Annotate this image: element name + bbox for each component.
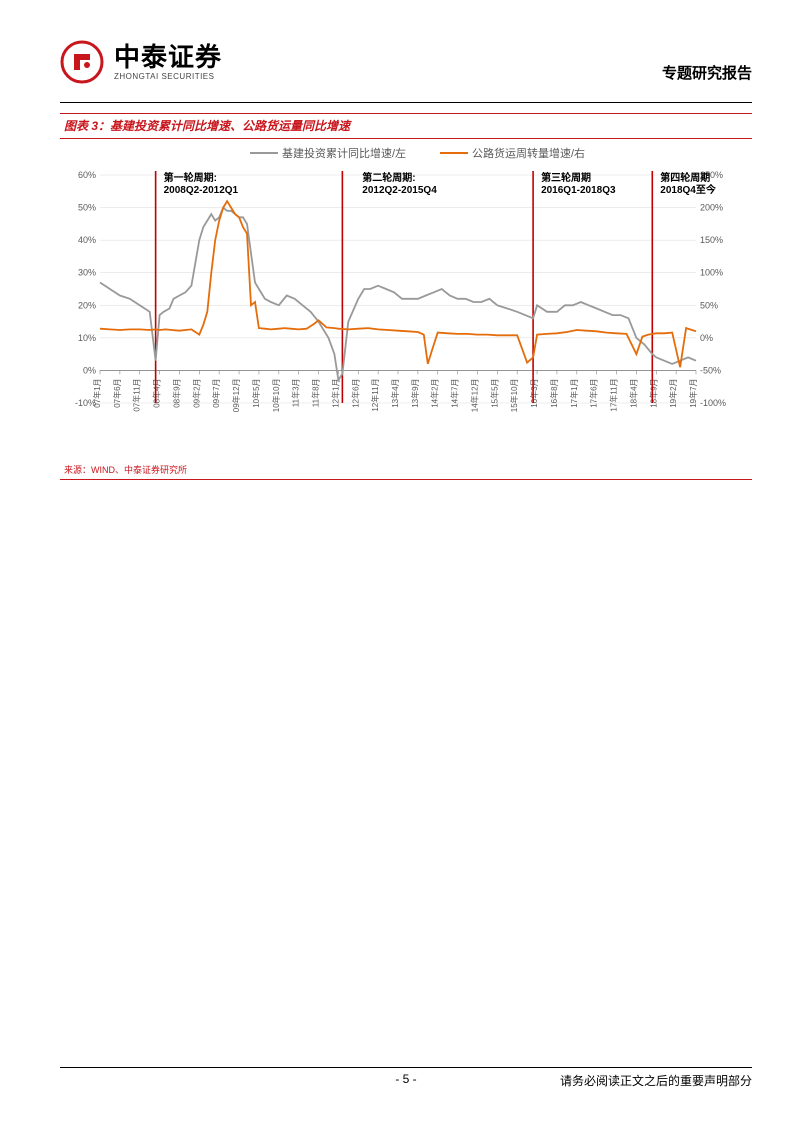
svg-text:08年4月: 08年4月 <box>152 378 162 407</box>
svg-text:2016Q1-2018Q3: 2016Q1-2018Q3 <box>541 185 616 196</box>
svg-text:14年2月: 14年2月 <box>430 378 440 407</box>
svg-text:07年1月: 07年1月 <box>92 378 102 407</box>
chart-source: 来源：WIND、中泰证券研究所 <box>60 459 752 480</box>
svg-text:17年1月: 17年1月 <box>569 378 579 407</box>
svg-text:15年10月: 15年10月 <box>509 378 519 412</box>
svg-text:08年9月: 08年9月 <box>171 378 181 407</box>
chart-svg: -10%0%10%20%30%40%50%60%-100%-50%0%50%10… <box>60 139 740 459</box>
svg-text:16年3月: 16年3月 <box>529 378 539 407</box>
svg-text:150%: 150% <box>700 235 723 245</box>
svg-text:50%: 50% <box>700 300 718 310</box>
svg-text:18年9月: 18年9月 <box>648 378 658 407</box>
footer: - 5 - 请务必阅读正文之后的重要声明部分 <box>60 1067 752 1089</box>
svg-text:07年6月: 07年6月 <box>112 378 122 407</box>
logo-text-en: ZHONGTAI SECURITIES <box>114 72 222 81</box>
svg-text:第二轮周期:: 第二轮周期: <box>362 171 415 184</box>
svg-text:0%: 0% <box>83 365 96 375</box>
svg-text:17年11月: 17年11月 <box>609 378 619 411</box>
svg-text:14年7月: 14年7月 <box>450 378 460 407</box>
svg-text:-100%: -100% <box>700 398 726 408</box>
svg-text:09年7月: 09年7月 <box>211 378 221 407</box>
svg-text:12年1月: 12年1月 <box>330 378 340 407</box>
svg-text:11年3月: 11年3月 <box>291 378 301 407</box>
header: 中泰证券 ZHONGTAI SECURITIES 专题研究报告 <box>60 40 752 84</box>
svg-text:09年12月: 09年12月 <box>231 378 241 412</box>
svg-text:2008Q2-2012Q1: 2008Q2-2012Q1 <box>164 185 239 196</box>
svg-text:20%: 20% <box>78 300 96 310</box>
svg-text:2012Q2-2015Q4: 2012Q2-2015Q4 <box>362 185 437 196</box>
svg-text:基建投资累计同比增速/左: 基建投资累计同比增速/左 <box>282 146 406 160</box>
svg-text:-50%: -50% <box>700 365 721 375</box>
svg-text:16年8月: 16年8月 <box>549 378 559 407</box>
logo-icon <box>60 40 104 84</box>
svg-text:13年9月: 13年9月 <box>410 378 420 407</box>
svg-text:12年11月: 12年11月 <box>370 378 380 411</box>
svg-text:10年5月: 10年5月 <box>251 378 261 407</box>
svg-text:07年11月: 07年11月 <box>132 378 142 411</box>
svg-text:60%: 60% <box>78 170 96 180</box>
svg-text:40%: 40% <box>78 235 96 245</box>
svg-text:19年7月: 19年7月 <box>688 378 698 407</box>
svg-text:11年8月: 11年8月 <box>311 378 321 407</box>
svg-text:12年6月: 12年6月 <box>350 378 360 407</box>
svg-text:14年12月: 14年12月 <box>469 378 479 412</box>
svg-text:19年2月: 19年2月 <box>668 378 678 407</box>
chart-container: -10%0%10%20%30%40%50%60%-100%-50%0%50%10… <box>60 139 740 459</box>
svg-text:13年4月: 13年4月 <box>390 378 400 407</box>
svg-text:100%: 100% <box>700 268 723 278</box>
page-number: - 5 - <box>395 1072 416 1086</box>
svg-text:第四轮周期: 第四轮周期 <box>660 171 710 184</box>
svg-text:30%: 30% <box>78 268 96 278</box>
svg-text:50%: 50% <box>78 203 96 213</box>
svg-text:09年2月: 09年2月 <box>191 378 201 407</box>
svg-text:第三轮周期: 第三轮周期 <box>541 171 591 184</box>
chart-title: 图表 3：基建投资累计同比增速、公路货运量同比增速 <box>64 119 350 133</box>
header-rule <box>60 102 752 103</box>
svg-text:10%: 10% <box>78 333 96 343</box>
svg-text:0%: 0% <box>700 333 713 343</box>
svg-text:18年4月: 18年4月 <box>628 378 638 407</box>
chart-title-box: 图表 3：基建投资累计同比增速、公路货运量同比增速 <box>60 113 752 139</box>
logo-text-cn: 中泰证券 <box>114 44 222 70</box>
svg-text:2018Q4至今: 2018Q4至今 <box>660 183 717 196</box>
svg-text:公路货运周转量增速/右: 公路货运周转量增速/右 <box>472 146 585 160</box>
svg-text:17年6月: 17年6月 <box>589 378 599 407</box>
svg-text:10年10月: 10年10月 <box>271 378 281 412</box>
svg-text:第一轮周期:: 第一轮周期: <box>164 171 217 184</box>
report-type: 专题研究报告 <box>662 62 752 83</box>
logo: 中泰证券 ZHONGTAI SECURITIES <box>60 40 222 84</box>
footer-disclaimer: 请务必阅读正文之后的重要声明部分 <box>560 1072 752 1089</box>
svg-text:200%: 200% <box>700 203 723 213</box>
svg-text:15年5月: 15年5月 <box>489 378 499 407</box>
